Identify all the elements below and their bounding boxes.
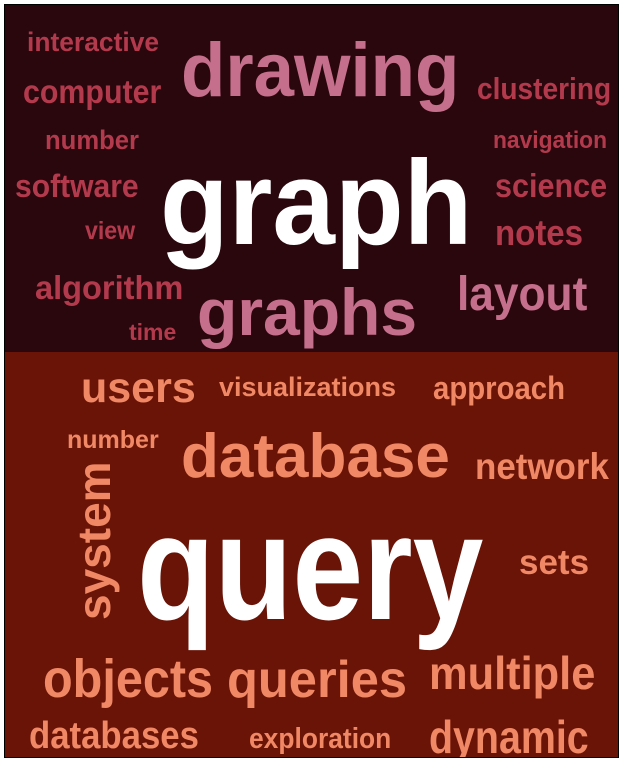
word-science: science	[495, 167, 608, 204]
word-layout: layout	[457, 268, 588, 321]
word-multiple: multiple	[429, 647, 596, 699]
word-system: system	[68, 461, 120, 620]
word-objects: objects	[43, 649, 214, 709]
word-dynamic: dynamic	[429, 711, 589, 758]
word-drawing: drawing	[181, 28, 460, 113]
top-word-cluster: interactive drawing computer clustering …	[5, 5, 618, 352]
word-sets: sets	[519, 543, 590, 582]
word-notes: notes	[495, 212, 584, 253]
word-graph: graph	[160, 136, 473, 270]
bottom-word-cluster: users visualizations approach number dat…	[5, 352, 618, 758]
word-visualizations: visualizations	[219, 372, 397, 402]
word-queries: queries	[227, 651, 407, 709]
word-computer: computer	[23, 73, 162, 110]
word-approach: approach	[433, 370, 566, 406]
word-graphs: graphs	[197, 275, 418, 349]
word-exploration: exploration	[249, 723, 392, 755]
word-software: software	[15, 168, 139, 204]
word-time: time	[129, 319, 177, 345]
word-clustering: clustering	[477, 71, 612, 106]
word-database: database	[181, 422, 450, 491]
word-cloud: interactive drawing computer clustering …	[4, 4, 619, 758]
word-algorithm: algorithm	[35, 269, 184, 306]
word-network: network	[475, 446, 609, 487]
word-databases: databases	[29, 715, 199, 757]
word-query: query	[137, 483, 484, 651]
word-navigation: navigation	[493, 127, 608, 154]
word-number: number	[45, 125, 140, 155]
word-number-lower: number	[67, 426, 159, 454]
word-interactive: interactive	[27, 27, 160, 57]
word-view: view	[85, 217, 136, 245]
word-users: users	[81, 364, 196, 412]
